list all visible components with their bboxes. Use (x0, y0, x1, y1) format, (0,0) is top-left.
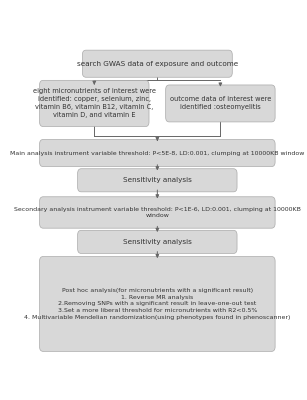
Text: Post hoc analysis(for micronutrients with a significant result)
1. Reverse MR an: Post hoc analysis(for micronutrients wit… (24, 288, 290, 320)
Text: outcome data of interest were
identified :osteomyelitis: outcome data of interest were identified… (170, 96, 271, 110)
FancyBboxPatch shape (40, 140, 275, 166)
Text: eight micronutrients of interest were
identified: copper, selenium, zinc,
vitami: eight micronutrients of interest were id… (33, 88, 156, 118)
FancyBboxPatch shape (78, 169, 237, 192)
Text: Main analysis instrument variable threshold: P<5E-8, LD:0.001, clumping at 10000: Main analysis instrument variable thresh… (10, 150, 305, 156)
FancyBboxPatch shape (166, 85, 275, 122)
FancyBboxPatch shape (40, 197, 275, 228)
FancyBboxPatch shape (40, 80, 149, 126)
Text: Sensitivity analysis: Sensitivity analysis (123, 239, 192, 245)
FancyBboxPatch shape (40, 256, 275, 351)
Text: Sensitivity analysis: Sensitivity analysis (123, 177, 192, 183)
Text: Secondary analysis instrument variable threshold: P<1E-6, LD:0.001, clumping at : Secondary analysis instrument variable t… (14, 207, 301, 218)
FancyBboxPatch shape (78, 230, 237, 254)
Text: search GWAS data of exposure and outcome: search GWAS data of exposure and outcome (77, 61, 238, 67)
FancyBboxPatch shape (82, 50, 232, 77)
